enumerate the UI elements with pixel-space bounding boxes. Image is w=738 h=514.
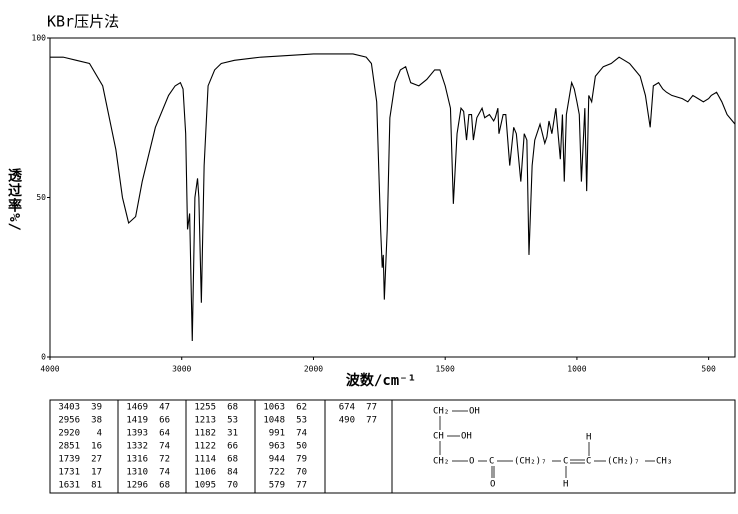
atom-label: CH₂ <box>433 407 449 417</box>
x-tick-label: 1000 <box>567 365 586 374</box>
peak-wavenumber: 674 <box>339 403 355 413</box>
peak-wavenumber: 3403 <box>58 403 80 413</box>
peak-transmittance: 53 <box>227 416 238 426</box>
peak-transmittance: 72 <box>159 455 170 465</box>
atom-label: (CH₂)₇ <box>607 457 640 467</box>
peak-wavenumber: 1469 <box>126 403 148 413</box>
peak-wavenumber: 1114 <box>194 455 216 465</box>
peak-wavenumber: 490 <box>339 416 355 426</box>
atom-label: OH <box>469 407 480 417</box>
peak-wavenumber: 2956 <box>58 416 80 426</box>
peak-wavenumber: 579 <box>269 481 285 491</box>
peak-transmittance: 79 <box>296 455 307 465</box>
peak-wavenumber: 1106 <box>194 468 216 478</box>
peak-transmittance: 77 <box>296 481 307 491</box>
structure: CH₂ OH CH OH CH₂ O C (CH₂)₇ C C (CH₂)₇ C… <box>433 407 672 490</box>
peak-transmittance: 77 <box>366 403 377 413</box>
peak-transmittance: 68 <box>227 403 238 413</box>
peak-transmittance: 74 <box>159 468 170 478</box>
atom-label: CH₃ <box>656 457 672 467</box>
peak-transmittance: 31 <box>227 429 238 439</box>
peak-wavenumber: 1213 <box>194 416 216 426</box>
atom-label: C <box>489 457 494 467</box>
chart-title: KBr压片法 <box>47 13 119 31</box>
peak-wavenumber: 1063 <box>263 403 285 413</box>
peak-wavenumber: 1631 <box>58 481 80 491</box>
peak-transmittance: 66 <box>227 442 238 452</box>
peak-transmittance: 17 <box>91 468 102 478</box>
peak-transmittance: 74 <box>159 442 170 452</box>
atom-label: H <box>586 433 591 443</box>
y-axis-label: 透过率%/ <box>6 168 22 232</box>
peak-table: 3403 39 2956 38 2920 4 2851 16 1739 27 1731 17 1631 8… <box>49 399 736 494</box>
atom-label: (CH₂)₇ <box>514 457 547 467</box>
peak-transmittance: 68 <box>159 481 170 491</box>
peak-wavenumber: 1122 <box>194 442 216 452</box>
peak-transmittance: 38 <box>91 416 102 426</box>
peak-wavenumber: 1310 <box>126 468 148 478</box>
peak-transmittance: 53 <box>296 416 307 426</box>
peak-transmittance: 81 <box>91 481 102 491</box>
peak-wavenumber: 722 <box>269 468 285 478</box>
peak-transmittance: 50 <box>296 442 307 452</box>
atom-label: OH <box>461 432 472 442</box>
atom-label: C <box>563 457 568 467</box>
atom-label: CH <box>433 432 444 442</box>
peak-transmittance: 47 <box>159 403 170 413</box>
x-tick-label: 2000 <box>304 365 323 374</box>
atom-label: O <box>490 480 495 490</box>
peak-wavenumber: 1255 <box>194 403 216 413</box>
peak-wavenumber: 1296 <box>126 481 148 491</box>
peak-transmittance: 4 <box>97 429 102 439</box>
x-tick-label: 1500 <box>436 365 455 374</box>
peak-wavenumber: 1048 <box>263 416 285 426</box>
x-tick-label: 3000 <box>172 365 191 374</box>
x-tick-label: 4000 <box>40 365 59 374</box>
peak-transmittance: 66 <box>159 416 170 426</box>
peak-transmittance: 77 <box>366 416 377 426</box>
peak-transmittance: 84 <box>227 468 238 478</box>
peak-wavenumber: 1393 <box>126 429 148 439</box>
y-tick-label: 50 <box>36 193 46 202</box>
peak-transmittance: 74 <box>296 429 307 439</box>
peak-wavenumber: 2851 <box>58 442 80 452</box>
x-tick-label: 500 <box>701 365 716 374</box>
peak-transmittance: 62 <box>296 403 307 413</box>
peak-wavenumber: 944 <box>269 455 285 465</box>
peak-wavenumber: 2920 <box>58 429 80 439</box>
peak-wavenumber: 963 <box>269 442 285 452</box>
atom-label: H <box>563 480 568 490</box>
peak-wavenumber: 1182 <box>194 429 216 439</box>
peak-transmittance: 64 <box>159 429 170 439</box>
y-tick-label: 100 <box>32 34 47 43</box>
peak-wavenumber: 1739 <box>58 455 80 465</box>
peak-transmittance: 16 <box>91 442 102 452</box>
peak-wavenumber: 1316 <box>126 455 148 465</box>
x-axis-label: 波数/cm⁻¹ <box>346 372 416 389</box>
plot-frame <box>49 37 736 358</box>
spectrum-line <box>50 53 736 342</box>
peak-wavenumber: 1731 <box>58 468 80 478</box>
peak-wavenumber: 1095 <box>194 481 216 491</box>
peak-transmittance: 68 <box>227 455 238 465</box>
peak-transmittance: 27 <box>91 455 102 465</box>
peak-transmittance: 70 <box>227 481 238 491</box>
atom-label: C <box>586 457 591 467</box>
peak-wavenumber: 1419 <box>126 416 148 426</box>
y-tick-label: 0 <box>41 353 46 362</box>
peak-transmittance: 70 <box>296 468 307 478</box>
atom-label: O <box>469 457 474 467</box>
peak-wavenumber: 991 <box>269 429 285 439</box>
peak-wavenumber: 1332 <box>126 442 148 452</box>
peak-transmittance: 39 <box>91 403 102 413</box>
atom-label: CH₂ <box>433 457 449 467</box>
